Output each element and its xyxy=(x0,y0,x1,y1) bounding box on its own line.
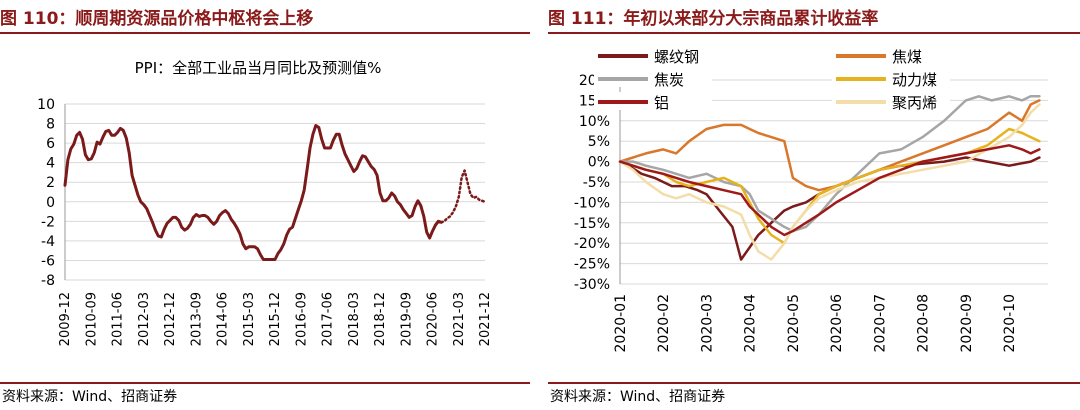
x-tick-label: 2017-06 xyxy=(321,292,336,346)
series-line xyxy=(618,99,1041,192)
x-tick-label: 2018-12 xyxy=(373,292,388,346)
y-tick-label: -30% xyxy=(574,277,610,293)
x-tick-label: 2016-09 xyxy=(294,292,309,346)
legend-item: 焦煤 xyxy=(832,46,950,66)
legend-item: 螺纹钢 xyxy=(594,46,712,66)
grid xyxy=(619,79,1048,285)
y-tick-label: -10% xyxy=(574,195,610,211)
x-tick-label: 2018-03 xyxy=(347,292,362,346)
y-tick-label: 8 xyxy=(46,117,55,133)
x-tick-label: 2014-06 xyxy=(216,292,231,346)
x-tick-label: 2015-12 xyxy=(268,292,283,346)
y-tick-label: 0% xyxy=(588,155,610,171)
ppi-chart: PPI：全部工业品当月同比及预测值% 10 8 6 4 2 0 -2 -4 -6 -8 2009-… xyxy=(37,59,493,346)
x-tick-label: 2020-05 xyxy=(786,294,802,353)
x-tick-label: 2013-09 xyxy=(189,292,204,346)
series-lines xyxy=(63,124,487,261)
left-figure-panel: 图 110：顺周期资源品价格中枢将会上移 PPI：全部工业品当月同比及预测值% … xyxy=(0,0,530,410)
y-tick-label: 0 xyxy=(46,195,55,211)
chart-title: PPI：全部工业品当月同比及预测值% xyxy=(135,59,382,77)
y-tick-label: -25% xyxy=(574,257,610,273)
y-tick-label: -15% xyxy=(574,216,610,232)
y-tick-label: -6 xyxy=(41,253,55,269)
x-tick-label: 2012-12 xyxy=(163,292,178,346)
x-tick-label: 2020-01 xyxy=(613,294,629,353)
x-tick-label: 2021-12 xyxy=(478,292,493,346)
y-tick-label: -8 xyxy=(41,273,55,289)
x-tick-labels: 2020-01 2020-02 2020-03 2020-04 2020-05 2020-… xyxy=(613,294,1018,353)
y-tick-labels: 10 8 6 4 2 0 -2 -4 -6 -8 xyxy=(37,97,55,289)
legend-label: 聚丙烯 xyxy=(892,94,937,112)
legend-label: 动力煤 xyxy=(892,71,937,89)
x-tick-label: 2020-06 xyxy=(426,292,441,346)
y-tick-label: 4 xyxy=(46,156,55,172)
series-lines xyxy=(618,95,1041,261)
y-tick-label: -5% xyxy=(583,175,610,191)
left-source-rule xyxy=(0,382,530,384)
actual-line xyxy=(63,124,443,261)
legend-label: 螺纹钢 xyxy=(654,48,699,66)
y-tick-label: 2 xyxy=(46,175,55,191)
legend-bg xyxy=(594,92,712,110)
legend-item: 焦炭 xyxy=(594,69,712,89)
legend-bg xyxy=(594,69,712,87)
right-title-rule xyxy=(548,32,1080,34)
left-title-rule xyxy=(0,32,530,34)
x-tick-labels: 2009-12 2010-09 2011-06 2012-03 2012-12 2013-… xyxy=(58,292,493,346)
left-figure-title: 图 110：顺周期资源品价格中枢将会上移 xyxy=(0,9,314,29)
legend-label: 焦炭 xyxy=(654,71,684,89)
y-tick-label: 5% xyxy=(588,134,610,150)
x-tick-label: 2020-03 xyxy=(699,294,715,353)
y-tick-label: 10 xyxy=(37,97,55,113)
x-tick-label: 2021-03 xyxy=(452,292,467,346)
legend-item: 聚丙烯 xyxy=(832,92,950,112)
x-tick-label: 2020-04 xyxy=(743,294,759,353)
legend-bg xyxy=(832,92,950,110)
x-tick-label: 2020-02 xyxy=(656,294,672,353)
x-tick-label: 2020-06 xyxy=(829,294,845,353)
series-line xyxy=(618,95,1041,233)
series-line xyxy=(618,156,1041,261)
left-source-note: 资料来源：Wind、招商证券 xyxy=(2,389,178,405)
x-tick-label: 2009-12 xyxy=(58,292,73,346)
x-tick-label: 2015-03 xyxy=(242,292,257,346)
series-line xyxy=(618,103,1041,261)
y-tick-label: 6 xyxy=(46,136,55,152)
y-tick-label: -4 xyxy=(41,234,55,250)
legend-bg xyxy=(594,46,712,64)
x-tick-label: 2012-03 xyxy=(137,292,152,346)
series-line xyxy=(618,144,1041,237)
legend-label: 铝 xyxy=(654,94,669,112)
y-tick-label: -2 xyxy=(41,214,55,230)
grid xyxy=(64,103,485,281)
x-tick-label: 2010-09 xyxy=(84,292,99,346)
right-source-note: 资料来源：Wind、招商证券 xyxy=(550,389,726,405)
legend-bg xyxy=(832,69,950,87)
x-tick-label: 2020-10 xyxy=(1002,294,1018,353)
x-tick-label: 2019-09 xyxy=(399,292,414,346)
commodity-returns-chart: 20%15%10%5%0%-5%-10%-15%-20%-25%-30% 202… xyxy=(574,46,1048,353)
x-tick-label: 2020-09 xyxy=(959,294,975,353)
right-figure-panel: 图 111：年初以来部分大宗商品累计收益率 20%15%10%5%0%-5%-1… xyxy=(548,0,1080,410)
legend-bg xyxy=(832,46,950,64)
legend-label: 焦煤 xyxy=(892,48,922,66)
y-tick-label: -20% xyxy=(574,236,610,252)
forecast-line xyxy=(440,169,487,224)
x-tick-label: 2011-06 xyxy=(111,292,126,346)
x-tick-label: 2020-07 xyxy=(872,294,888,353)
y-tick-label: 10% xyxy=(579,114,610,130)
right-source-rule xyxy=(548,382,1080,384)
legend-item: 动力煤 xyxy=(832,69,950,89)
x-tick-label: 2020-08 xyxy=(916,294,932,353)
legend-item: 铝 xyxy=(594,92,712,112)
right-figure-title: 图 111：年初以来部分大宗商品累计收益率 xyxy=(548,9,879,29)
